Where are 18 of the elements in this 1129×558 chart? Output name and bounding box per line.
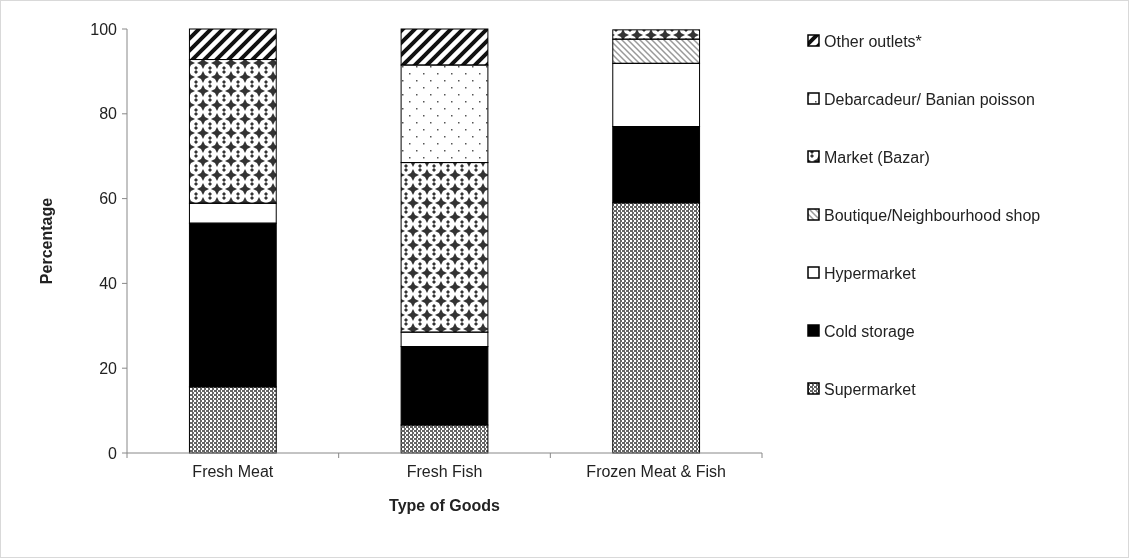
legend-label: Hypermarket [824, 264, 917, 282]
y-axis-title: Percentage [38, 197, 55, 285]
y-tick-label: 20 [99, 359, 118, 377]
legend-label: Debarcadeur/ Banian poisson [824, 90, 1035, 108]
y-tick-label: 0 [108, 444, 118, 462]
legend-label: Other outlets* [824, 32, 922, 50]
y-tick-label: 40 [99, 275, 118, 292]
x-tick-label: Fresh Meat [192, 463, 274, 480]
legend-label: Boutique/Neighbourhood shop [824, 206, 1041, 224]
x-axis-title: Type of Goods [389, 497, 501, 514]
x-tick-label: Fresh Fish [406, 463, 483, 480]
legend-label: Market (Bazar) [824, 148, 930, 166]
legend-label: Cold storage [824, 322, 915, 340]
x-tick-label: Frozen Meat & Fish [586, 463, 726, 480]
legend-label: Supermarket [824, 380, 917, 398]
y-tick-label: 100 [90, 20, 118, 38]
y-tick-label: 60 [99, 190, 118, 208]
y-tick-label: 80 [99, 105, 118, 123]
